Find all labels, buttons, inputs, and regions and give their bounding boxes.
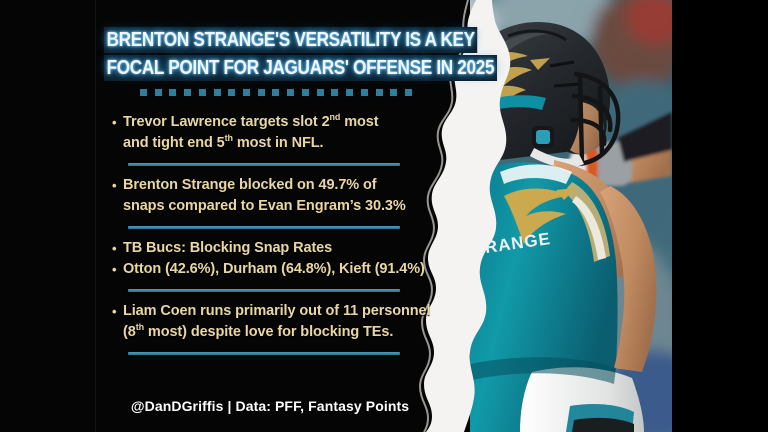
bullet-text: Trevor Lawrence targets slot 2nd most <box>123 112 379 130</box>
bullet-item: • Brenton Strange blocked on 49.7% of <box>112 175 462 196</box>
bullet-item: • TB Bucs: Blocking Snap Rates <box>112 238 462 259</box>
dotted-separator <box>140 89 412 97</box>
bullet-group: • Brenton Strange blocked on 49.7% of snap… <box>112 175 462 217</box>
panel-left-edge <box>95 0 96 432</box>
separator-dot <box>140 89 147 96</box>
separator-dot <box>257 89 265 96</box>
separator-dot <box>198 89 206 96</box>
bullet-marker: • <box>112 115 117 130</box>
headline: BRENTON STRANGE'S VERSATILITY IS A KEY F… <box>104 27 497 81</box>
bullet-text: Liam Coen runs primarily out of 11 perso… <box>123 303 431 319</box>
bullet-item: • Liam Coen runs primarily out of 11 pers… <box>112 301 462 322</box>
bullet-marker <box>112 322 123 343</box>
separator-dot <box>154 89 162 96</box>
bullet-group: • TB Bucs: Blocking Snap Rates • Otton (42.… <box>112 238 462 280</box>
bullet-text: (8th most) despite love for blocking TEs… <box>123 322 394 340</box>
separator-dot <box>316 89 324 96</box>
separator-dot <box>346 89 354 96</box>
separator-dot <box>375 89 383 96</box>
bullet-marker: • <box>112 241 117 256</box>
bullet-text: snaps compared to Evan Engram’s 30.3% <box>123 198 406 214</box>
attribution-footer: @DanDGriffis | Data: PFF, Fantasy Points <box>130 398 410 414</box>
bullet-marker: • <box>112 304 117 319</box>
group-divider <box>128 289 400 292</box>
bullet-text: and tight end 5th most in NFL. <box>123 133 324 151</box>
separator-dot <box>228 89 236 96</box>
separator-dot <box>243 89 251 96</box>
bullet-item: snaps compared to Evan Engram’s 30.3% <box>112 196 462 217</box>
separator-dot <box>360 89 368 96</box>
headline-line-2: FOCAL POINT FOR JAGUARS' OFFENSE IN 2025 <box>104 55 497 81</box>
group-divider <box>128 163 400 166</box>
bullet-text: TB Bucs: Blocking Snap Rates <box>123 240 333 256</box>
bullet-item: and tight end 5th most in NFL. <box>112 133 462 154</box>
separator-dot <box>404 89 412 96</box>
bullet-item: • Trevor Lawrence targets slot 2nd most <box>112 112 462 133</box>
group-divider <box>128 352 400 355</box>
bullet-marker <box>112 196 123 217</box>
separator-dot <box>331 89 339 96</box>
group-divider <box>128 226 400 229</box>
bullet-item: • Otton (42.6%), Durham (64.8%), Kieft (9… <box>112 259 462 280</box>
separator-dot <box>213 89 221 96</box>
separator-dot <box>390 89 398 96</box>
separator-dot <box>301 89 309 96</box>
separator-dot <box>272 89 280 96</box>
bullet-marker: • <box>112 178 117 193</box>
bullet-marker: • <box>112 262 117 277</box>
separator-dot <box>287 89 295 96</box>
headline-line-1: BRENTON STRANGE'S VERSATILITY IS A KEY <box>104 27 478 53</box>
bullet-group: • Trevor Lawrence targets slot 2nd most an… <box>112 112 462 154</box>
bullet-group: • Liam Coen runs primarily out of 11 pers… <box>112 301 462 343</box>
bullet-text: Otton (42.6%), Durham (64.8%), Kieft (91… <box>123 261 425 277</box>
bullet-list: • Trevor Lawrence targets slot 2nd most an… <box>112 112 462 355</box>
separator-dot <box>169 89 177 96</box>
bullet-marker <box>112 133 123 154</box>
bullet-text: Brenton Strange blocked on 49.7% of <box>123 177 377 193</box>
separator-dot <box>184 89 192 96</box>
bullet-item: (8th most) despite love for blocking TEs… <box>112 322 462 343</box>
